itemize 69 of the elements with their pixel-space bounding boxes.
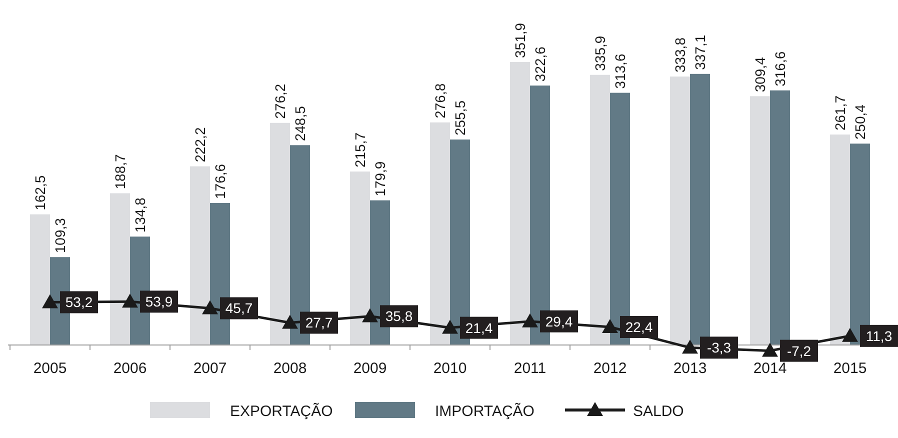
data-label: 45,7: [225, 300, 253, 316]
point: [42, 294, 58, 308]
bar: [590, 74, 610, 345]
data-label: 250,4: [852, 104, 868, 140]
data-label: -7,2: [786, 342, 812, 359]
x-tick-label: 2014: [753, 360, 787, 377]
x-tick-label: 2011: [514, 360, 546, 377]
point: [202, 300, 218, 314]
data-label: 215,7: [352, 132, 368, 168]
point: [522, 313, 538, 328]
data-label: 255,5: [452, 100, 468, 136]
bar: [830, 134, 850, 345]
x-tick-label: 2005: [33, 360, 67, 377]
x-tick-label: 2007: [193, 360, 227, 377]
data-label: 248,5: [292, 106, 308, 142]
data-label: 22,4: [625, 318, 653, 335]
data-label: 337,1: [692, 34, 708, 70]
data-label: 333,8: [672, 37, 688, 73]
data-label: -3,3: [706, 340, 732, 356]
x-tick-label: 2013: [673, 360, 707, 377]
point: [282, 314, 298, 329]
x-tick-label: 2006: [113, 360, 147, 377]
point: [442, 320, 458, 334]
data-label: 322,6: [532, 46, 548, 82]
data-label: 316,6: [772, 51, 788, 86]
data-label: 188,7: [112, 154, 128, 190]
data-label: 222,2: [192, 127, 208, 162]
point: [682, 340, 698, 354]
data-label: 11,3: [866, 328, 892, 344]
point: [602, 318, 618, 333]
bar: [190, 166, 210, 345]
point: [362, 308, 378, 322]
point: [842, 328, 858, 342]
bar: [270, 122, 290, 345]
data-label: 176,6: [212, 164, 228, 199]
data-label: 276,8: [432, 83, 448, 118]
data-label: 35,8: [385, 308, 413, 324]
data-label: 309,4: [752, 56, 768, 92]
legend-label: EXPORTAÇÃO: [230, 402, 333, 420]
data-label: 162,5: [32, 175, 48, 210]
bar: [510, 62, 530, 345]
x-tick-label: 2010: [433, 360, 467, 377]
bar: [110, 193, 130, 345]
bar: [30, 214, 50, 345]
legend-label: IMPORTAÇÃO: [435, 402, 534, 420]
data-label: 21,4: [465, 320, 493, 336]
x-tick-label: 2012: [593, 360, 627, 377]
point: [762, 342, 778, 357]
data-label: 276,2: [272, 84, 288, 119]
x-tick-label: 2009: [353, 360, 387, 377]
data-label: 335,9: [592, 36, 608, 71]
x-tick-label: 2015: [833, 360, 867, 377]
data-label: 53,2: [65, 294, 93, 310]
data-label: 53,9: [145, 294, 173, 310]
legend-label: SALDO: [633, 403, 684, 420]
data-label: 261,7: [832, 95, 848, 131]
bar: [750, 96, 770, 345]
bar: [670, 76, 690, 345]
point: [122, 294, 138, 308]
data-label: 109,3: [52, 218, 68, 254]
x-tick-label: 2008: [273, 360, 307, 377]
data-label: 179,9: [372, 161, 388, 196]
data-label: 29,4: [545, 313, 573, 330]
data-label: 313,6: [612, 54, 628, 89]
data-label: 351,9: [512, 22, 528, 58]
data-label: 134,8: [132, 197, 148, 233]
bar: [430, 122, 450, 345]
data-label: 27,7: [305, 314, 333, 331]
bar: [350, 172, 370, 345]
